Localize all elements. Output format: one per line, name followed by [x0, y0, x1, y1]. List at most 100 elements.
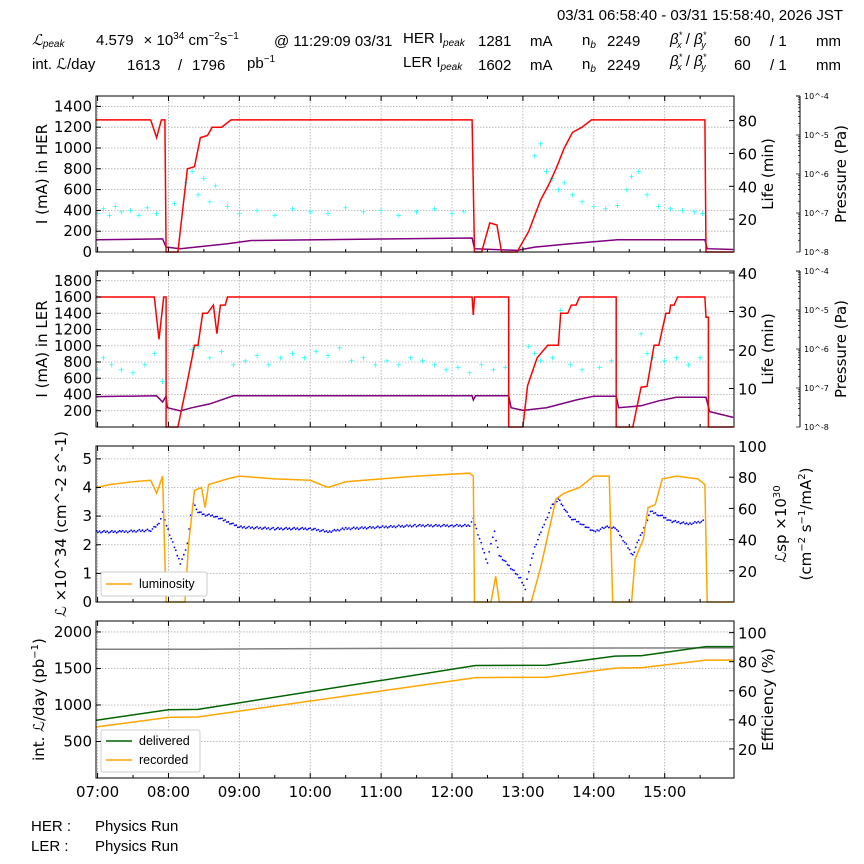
specific-lumi-point [302, 528, 305, 531]
specific-lumi-point [695, 522, 698, 524]
specific-lumi-point [186, 542, 189, 545]
specific-lumi-point [257, 527, 260, 530]
pressure-point: + [130, 368, 137, 377]
ler-summary: LER Ipeak 1602 mA nb 2249 β* x / β* y 60 /… [403, 52, 841, 75]
specific-lumi-point [423, 525, 426, 528]
y-tick-label: 200 [63, 402, 92, 420]
specific-lumi-point [291, 527, 294, 530]
her-beta-y: / 1 [770, 33, 787, 50]
specific-lumi-point [141, 529, 144, 532]
specific-lumi-point [143, 530, 146, 533]
specific-lumi-point [687, 523, 690, 526]
panel-her: + ++++ +++++++++++++ +++ + ++ + ++ + + + ++++++++++… [33, 92, 850, 261]
pressure-point: + [460, 207, 467, 216]
specific-lumi-point [669, 519, 672, 522]
pressure-point: + [635, 167, 642, 176]
pressure-point: + [413, 207, 420, 216]
specific-lumi-point [651, 510, 654, 512]
specific-lumi-point [537, 538, 539, 541]
pressure-point: + [543, 167, 550, 176]
pressure-point: + [112, 202, 119, 211]
y2-tick-label: 80 [738, 113, 757, 131]
specific-lumi-point [619, 534, 621, 537]
specific-lumi-point [529, 564, 532, 566]
specific-lumi-point [170, 537, 173, 540]
specific-lumi-point [420, 525, 423, 527]
specific-lumi-point [662, 516, 665, 519]
y-tick-label: 800 [63, 353, 92, 371]
ler-beta-x: 60 [734, 57, 751, 74]
y2-axis-label: ℒsp ×1030 [772, 485, 790, 562]
pressure-point: + [360, 354, 367, 363]
specific-lumi-point [206, 514, 209, 516]
specific-lumi-point [702, 519, 705, 522]
specific-lumi-point [604, 526, 607, 528]
pressure-axis-label: Pressure (Pa) [832, 125, 850, 223]
specific-lumi-point [367, 526, 370, 529]
specific-lumi-point [238, 526, 241, 528]
specific-lumi-point [519, 576, 522, 579]
specific-lumi-point [198, 511, 201, 514]
y2-tick-label: 20 [738, 741, 757, 759]
specific-lumi-point [243, 525, 246, 528]
specific-lumi-point [399, 525, 402, 528]
specific-lumi-point [446, 524, 449, 526]
specific-lumi-point [359, 527, 362, 529]
specific-lumi-point [551, 503, 554, 506]
specific-lumi-point [415, 525, 418, 528]
specific-lumi-point [685, 522, 688, 525]
specific-lumi-point [586, 526, 588, 529]
specific-lumi-point [427, 523, 429, 526]
y-axis-label: int. ℒ/day (pb−1) [30, 638, 48, 761]
specific-lumi-point [483, 551, 486, 554]
pressure-point: + [531, 349, 538, 358]
x-tick-label: 10:00 [289, 783, 332, 801]
pressure-point: + [549, 354, 556, 363]
specific-lumi-point [393, 525, 395, 527]
specific-lumi-point [504, 560, 507, 563]
pressure-point: + [218, 347, 225, 356]
specific-lumi-point [611, 527, 613, 529]
specific-lumi-point [225, 521, 228, 523]
specific-lumi-point [584, 526, 587, 529]
specific-lumi-point [290, 528, 292, 531]
y-tick-label: 500 [63, 732, 92, 750]
specific-lumi-point [346, 528, 349, 530]
legend-label-recorded: recorded [139, 753, 188, 767]
pressure-point: + [372, 361, 379, 370]
specific-lumi-point [496, 546, 499, 549]
specific-lumi-point [465, 525, 468, 527]
specific-lumi-point [171, 541, 174, 543]
pressure-point: + [531, 151, 538, 160]
specific-lumi-point [637, 539, 640, 541]
specific-lumi-point [123, 531, 126, 533]
specific-lumi-point [278, 528, 281, 531]
specific-lumi-point [589, 529, 592, 531]
ler-mode-status: Physics Run [95, 838, 178, 855]
pressure-point: + [396, 211, 403, 220]
y-tick-label: 600 [63, 369, 92, 387]
specific-lumi-point [336, 528, 339, 531]
specific-lumi-point [596, 529, 599, 531]
specific-lumi-point [227, 520, 230, 523]
int-lumi-recorded: 1796 [192, 57, 225, 74]
specific-lumi-point [676, 521, 678, 524]
ler-beta-unit: mm [816, 57, 841, 74]
pressure-point: + [289, 349, 296, 358]
pressure-point: + [171, 199, 178, 208]
specific-lumi-point [587, 526, 590, 529]
pressure-point: + [650, 354, 657, 363]
pressure-point: + [579, 197, 586, 206]
specific-lumi-point [623, 541, 626, 544]
specific-lumi-point [563, 508, 566, 511]
specific-lumi-point [320, 529, 323, 532]
specific-lumi-point [422, 524, 424, 526]
specific-lumi-point [209, 515, 212, 517]
pressure-point: + [289, 205, 296, 214]
specific-lumi-point [241, 526, 244, 529]
specific-lumi-point [269, 528, 271, 531]
specific-lumi-point [538, 533, 541, 536]
specific-lumi-point [248, 525, 250, 528]
specific-lumi-point [351, 527, 353, 530]
specific-lumi-point [648, 514, 650, 517]
